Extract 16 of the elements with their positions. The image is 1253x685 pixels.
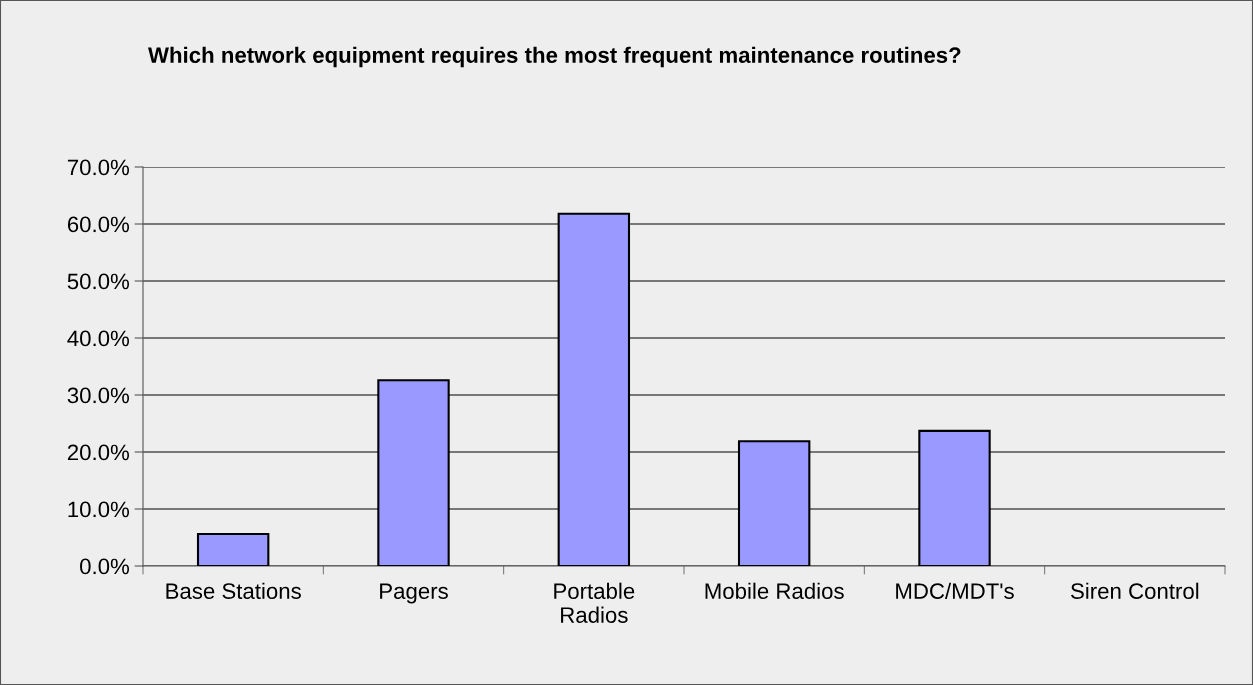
y-tick-label: 50.0% — [67, 273, 130, 290]
x-tick-label: Portable Radios — [554, 582, 635, 623]
y-tick-label: 40.0% — [67, 330, 130, 347]
x-tick-label: MDC/MDT's — [896, 582, 1014, 599]
y-tick-label: 60.0% — [67, 216, 130, 233]
chart-title: Which network equipment requires the most frequent maintenance routines? — [148, 46, 961, 68]
x-tick-label: Siren Control — [1071, 582, 1199, 599]
y-tick-label: 20.0% — [67, 444, 130, 461]
y-tick-label: 70.0% — [67, 159, 130, 176]
x-tick-label: Mobile Radios — [705, 582, 844, 599]
y-tick-label: 30.0% — [67, 387, 130, 404]
x-tick-label: Base Stations — [166, 582, 301, 599]
y-tick-label: 0.0% — [80, 558, 130, 575]
y-tick-label: 10.0% — [68, 501, 130, 518]
x-tick-label: Pagers — [380, 583, 448, 604]
bar — [196, 533, 270, 566]
